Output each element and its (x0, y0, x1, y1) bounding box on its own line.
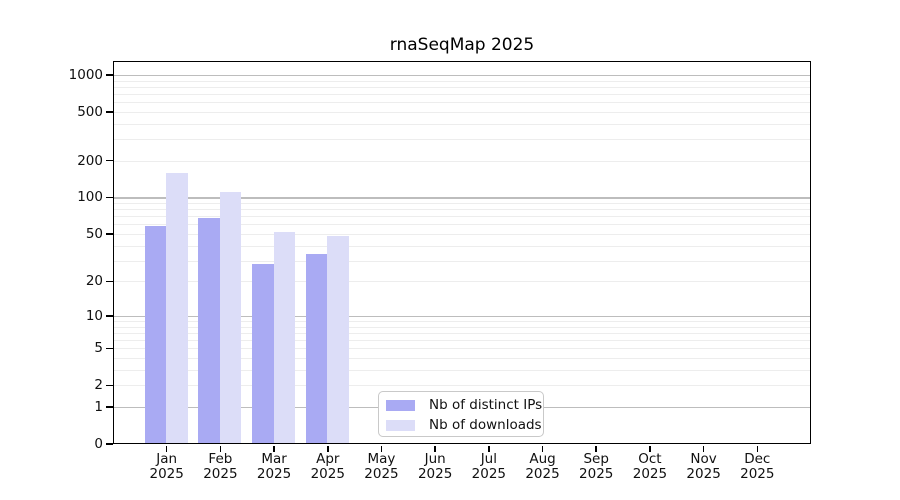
gridline-minor (113, 332, 811, 334)
bar-nb-of-downloads (219, 192, 242, 444)
y-axis-tick-label: 2 (94, 377, 103, 394)
gridline-minor (113, 369, 811, 371)
y-axis-tick-label: 200 (77, 152, 103, 169)
legend-label-distinct-ips: Nb of distinct IPs (429, 397, 543, 413)
x-axis-month-label: Feb 2025 (203, 451, 238, 482)
x-axis-month-label: Sep 2025 (579, 451, 614, 482)
bar-nb-of-downloads (327, 236, 349, 444)
x-axis-tick (380, 445, 383, 452)
gridline-minor (113, 260, 811, 262)
x-axis-tick (273, 445, 275, 452)
y-axis-tick-label: 100 (77, 189, 103, 206)
y-axis-tick-label: 5 (94, 340, 103, 357)
gridline-minor (113, 93, 811, 95)
y-axis-tick (106, 384, 113, 387)
y-axis-tick (106, 315, 113, 317)
y-axis-tick (106, 347, 113, 350)
gridline-minor (113, 216, 811, 218)
x-axis-month-label: May 2025 (364, 451, 399, 482)
x-axis-tick (488, 445, 490, 452)
gridline-minor (113, 224, 811, 226)
y-axis-tick-label: 500 (77, 103, 103, 120)
y-axis-tick-label: 0 (94, 436, 103, 452)
gridline-major (113, 315, 811, 318)
x-axis-month-label: Aug 2025 (525, 451, 560, 482)
y-axis-tick-label: 50 (85, 225, 103, 242)
bar-nb-of-downloads (273, 231, 296, 444)
y-axis-tick (106, 111, 113, 113)
gridline-major (113, 197, 811, 199)
bar-nb-of-distinct-ips (198, 217, 220, 444)
gridline-minor (113, 123, 811, 125)
legend: Nb of distinct IPs Nb of downloads (378, 391, 544, 437)
x-axis-month-label: Mar 2025 (256, 451, 292, 482)
y-axis-tick-label: 1000 (68, 66, 103, 83)
gridline-minor (113, 245, 811, 247)
y-axis-tick (106, 280, 113, 283)
x-axis-month-label: Oct 2025 (632, 451, 668, 482)
y-axis-tick (106, 406, 113, 408)
y-axis-tick (106, 74, 113, 76)
y-axis-tick (106, 159, 113, 162)
chart-title: rnaSeqMap 2025 (389, 35, 535, 55)
y-axis-tick-label: 10 (85, 307, 103, 324)
legend-swatch-downloads (386, 419, 415, 431)
x-axis-tick (434, 445, 436, 452)
gridline-minor (113, 340, 811, 342)
gridline-minor (113, 385, 811, 387)
x-axis-tick (702, 445, 705, 452)
x-axis-tick (756, 445, 759, 452)
gridline-minor (113, 281, 811, 283)
x-axis-tick (649, 445, 651, 452)
gridline-major (113, 74, 811, 77)
x-axis-month-label: Jun 2025 (417, 451, 453, 482)
bar-nb-of-downloads (166, 172, 188, 444)
gridline-minor (113, 111, 811, 113)
gridline-minor (113, 233, 811, 235)
gridline-minor (113, 326, 811, 328)
y-axis-tick (106, 443, 113, 445)
gridline-minor (113, 80, 811, 82)
gridline-minor (113, 358, 811, 360)
gridline-minor (113, 203, 811, 205)
y-axis-tick-label: 20 (85, 273, 103, 290)
x-axis-tick (541, 445, 544, 452)
x-axis-month-label: Apr 2025 (310, 451, 345, 482)
gridline-minor (113, 139, 811, 141)
legend-label-downloads: Nb of downloads (429, 417, 542, 433)
legend-item-distinct-ips: Nb of distinct IPs (379, 395, 543, 415)
bar-nb-of-distinct-ips (305, 254, 328, 444)
gridline-minor (113, 348, 811, 350)
gridline-minor (113, 102, 811, 104)
plot-area (113, 61, 811, 444)
x-axis-tick (219, 445, 222, 452)
x-axis-tick (165, 445, 168, 452)
y-axis-tick (106, 196, 113, 199)
x-axis-month-label: Dec 2025 (740, 451, 775, 482)
bar-nb-of-distinct-ips (144, 226, 167, 444)
legend-item-downloads: Nb of downloads (379, 415, 543, 435)
gridline-minor (113, 209, 811, 211)
x-axis-tick (595, 445, 597, 452)
x-axis-tick (327, 445, 329, 452)
y-axis-tick-label: 1 (94, 398, 103, 415)
gridline-minor (113, 321, 811, 322)
x-axis-month-label: Jul 2025 (471, 451, 507, 482)
x-axis-month-label: Nov 2025 (686, 451, 721, 482)
legend-swatch-distinct-ips (386, 399, 415, 411)
gridline-minor (113, 160, 811, 162)
x-axis-month-label: Jan 2025 (149, 451, 184, 482)
y-axis-tick (106, 233, 113, 235)
bar-nb-of-distinct-ips (252, 264, 274, 444)
gridline-minor (113, 86, 811, 88)
